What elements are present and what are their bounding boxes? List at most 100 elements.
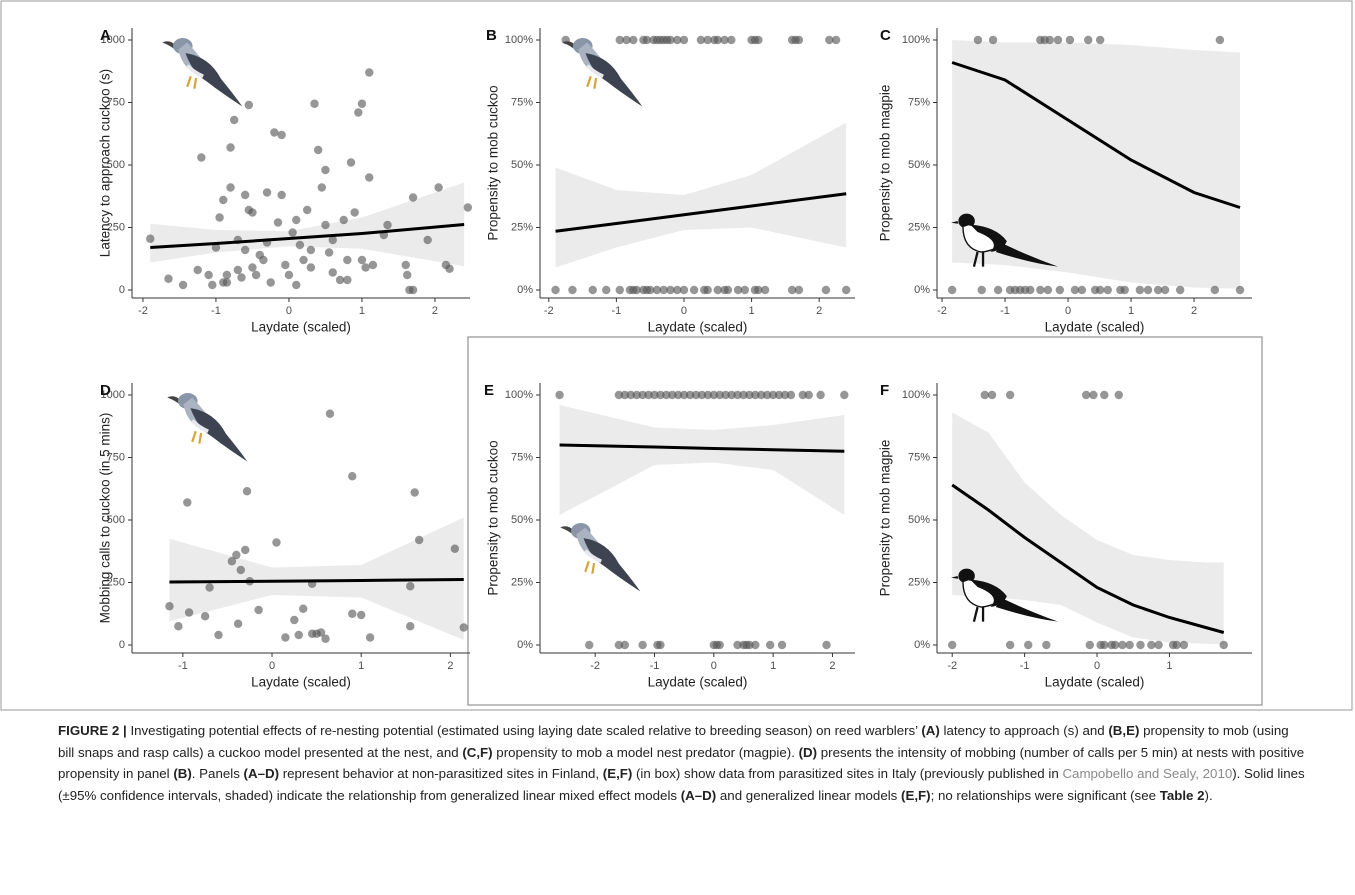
data-point	[335, 275, 345, 285]
data-point	[290, 615, 299, 625]
data-point	[798, 390, 807, 400]
data-point	[183, 498, 192, 507]
data-point	[614, 640, 624, 650]
data-point	[1081, 390, 1091, 400]
data-point	[825, 35, 834, 45]
data-point	[754, 285, 763, 295]
confidence-band	[952, 412, 1224, 645]
data-point	[1136, 640, 1145, 650]
x-tick-label: -2	[937, 305, 947, 317]
y-axis-title: Latency to approach cuckoo (s)	[98, 69, 113, 257]
data-point	[673, 35, 682, 45]
data-point	[208, 280, 217, 290]
data-point	[840, 390, 849, 400]
x-tick-label: -2	[590, 660, 600, 672]
caption-text: and generalized linear models	[716, 787, 902, 803]
panel-label: F	[880, 382, 889, 399]
y-tick-label: 0%	[517, 639, 533, 651]
data-point	[632, 285, 641, 295]
caption-text: (A–D)	[243, 766, 280, 782]
data-point	[763, 390, 772, 400]
confidence-band	[169, 517, 464, 640]
caption-text: (in box) show data from parasitized site…	[632, 766, 1063, 782]
y-axis-title: Mobbing calls to cuckoo (in 5 mins)	[98, 413, 113, 624]
data-point	[659, 285, 668, 295]
data-point	[281, 260, 290, 270]
y-tick-label: 25%	[908, 576, 930, 588]
data-point	[434, 183, 443, 192]
data-point	[780, 390, 790, 400]
data-point	[1024, 640, 1033, 650]
panel: 0 250 500 750 1000 -2 -1 0 1 2 Laydate (scaled) Lat…	[98, 27, 473, 335]
data-point	[668, 390, 677, 400]
data-point	[219, 195, 228, 205]
data-point	[1110, 640, 1120, 650]
data-point	[727, 390, 736, 400]
data-point	[745, 640, 754, 650]
data-point	[1147, 640, 1156, 650]
x-tick-label: 1	[358, 660, 364, 672]
y-tick-label: 100%	[505, 34, 533, 46]
caption-text: (C,F)	[462, 744, 493, 760]
data-point	[357, 255, 367, 265]
data-point	[821, 285, 831, 295]
data-point	[200, 612, 210, 621]
data-point	[1172, 640, 1181, 650]
fit-line	[169, 578, 464, 584]
data-point	[568, 285, 577, 295]
x-axis-title: Laydate (scaled)	[251, 675, 351, 690]
data-point	[745, 390, 754, 400]
data-point	[348, 609, 357, 618]
data-point	[831, 35, 841, 45]
data-point	[757, 390, 766, 400]
caption-text: Investigating potential effects of re-ne…	[126, 723, 922, 738]
y-tick-label: 75%	[511, 96, 533, 108]
caption-text: (A–D)	[680, 787, 717, 803]
data-point	[205, 583, 214, 592]
caption-text: propensity to mob (using bill snaps and …	[58, 723, 1289, 760]
data-point	[306, 245, 316, 255]
data-point	[361, 263, 370, 272]
data-point	[1175, 285, 1185, 295]
data-point	[1160, 285, 1170, 295]
data-point	[691, 390, 701, 400]
data-point	[993, 285, 1003, 295]
data-point	[685, 390, 695, 400]
y-tick-label: 100%	[505, 389, 533, 401]
y-tick-label: 0%	[914, 284, 930, 296]
data-point	[713, 285, 722, 295]
figure-frame	[0, 0, 1353, 711]
x-tick-label: 0	[269, 660, 275, 672]
data-point	[339, 215, 348, 225]
data-point	[1084, 35, 1093, 45]
data-point	[622, 35, 631, 45]
data-point	[679, 285, 689, 295]
data-point	[281, 633, 290, 642]
data-point	[292, 280, 301, 290]
data-point	[423, 235, 432, 245]
x-tick-label: 0	[681, 305, 687, 317]
data-point	[299, 604, 308, 613]
data-point	[1053, 35, 1063, 45]
y-axis-title: Propensity to mob cuckoo	[486, 440, 501, 595]
data-point	[244, 100, 254, 110]
data-point	[414, 535, 424, 545]
data-point	[673, 285, 682, 295]
data-point	[794, 285, 804, 295]
data-point	[822, 640, 831, 650]
panel-label: D	[100, 382, 111, 399]
data-point	[1118, 640, 1127, 650]
panel: 0% 25% 50% 75% 100% -2 -1 0 1 2 Laydate (scaled) Pr…	[484, 382, 855, 690]
data-point	[723, 285, 733, 295]
data-point	[233, 265, 243, 275]
data-point	[165, 602, 174, 611]
data-point	[197, 153, 206, 162]
data-point	[403, 270, 412, 280]
data-point	[445, 264, 454, 273]
data-point	[410, 488, 419, 497]
y-tick-label: 50%	[908, 514, 930, 526]
caption-text: . Panels	[191, 766, 244, 782]
x-tick-label: 2	[1191, 305, 1197, 317]
data-point	[219, 278, 228, 287]
